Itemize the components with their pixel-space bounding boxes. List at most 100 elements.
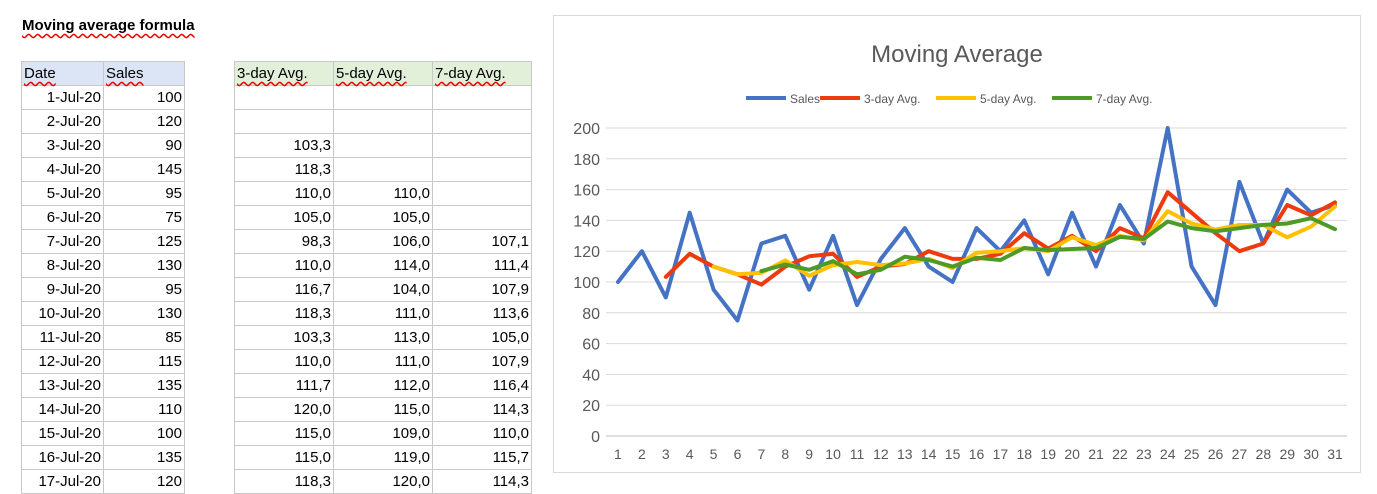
header-3-day-avg[interactable]: 3-day Avg. bbox=[234, 61, 334, 86]
header-5-day-avg[interactable]: 5-day Avg. bbox=[333, 61, 433, 86]
avg7-cell[interactable]: 116,4 bbox=[432, 373, 532, 398]
sales-cell[interactable]: 75 bbox=[103, 205, 185, 230]
avg3-cell[interactable]: 110,0 bbox=[234, 181, 334, 206]
header-7-day-avg[interactable]: 7-day Avg. bbox=[432, 61, 532, 86]
avg5-cell[interactable]: 120,0 bbox=[333, 469, 433, 494]
header-date[interactable]: Date bbox=[21, 61, 104, 86]
avg3-cell[interactable]: 118,3 bbox=[234, 469, 334, 494]
avg7-cell[interactable] bbox=[432, 157, 532, 182]
table-row: 118,3 120,0 114,3 bbox=[234, 469, 532, 494]
avg5-cell[interactable]: 110,0 bbox=[333, 181, 433, 206]
legend-label: 3-day Avg. bbox=[864, 92, 920, 106]
avg5-cell[interactable]: 112,0 bbox=[333, 373, 433, 398]
avg3-cell[interactable]: 115,0 bbox=[234, 421, 334, 446]
avg3-cell[interactable]: 103,3 bbox=[234, 133, 334, 158]
sales-cell[interactable]: 135 bbox=[103, 445, 185, 470]
x-tick-label: 9 bbox=[805, 446, 813, 462]
sales-cell[interactable]: 85 bbox=[103, 325, 185, 350]
date-cell[interactable]: 17-Jul-20 bbox=[21, 469, 104, 494]
sales-cell[interactable]: 115 bbox=[103, 349, 185, 374]
avg7-cell[interactable]: 111,4 bbox=[432, 253, 532, 278]
avg3-cell[interactable]: 110,0 bbox=[234, 349, 334, 374]
avg7-cell[interactable] bbox=[432, 109, 532, 134]
x-tick-label: 10 bbox=[825, 446, 841, 462]
date-cell[interactable]: 16-Jul-20 bbox=[21, 445, 104, 470]
avg3-cell[interactable] bbox=[234, 109, 334, 134]
date-cell[interactable]: 9-Jul-20 bbox=[21, 277, 104, 302]
avg7-cell[interactable]: 107,1 bbox=[432, 229, 532, 254]
date-cell[interactable]: 1-Jul-20 bbox=[21, 85, 104, 110]
avg7-cell[interactable]: 107,9 bbox=[432, 349, 532, 374]
avg7-cell[interactable]: 110,0 bbox=[432, 421, 532, 446]
date-cell[interactable]: 11-Jul-20 bbox=[21, 325, 104, 350]
avg7-cell[interactable]: 113,6 bbox=[432, 301, 532, 326]
avg5-cell[interactable]: 109,0 bbox=[333, 421, 433, 446]
avg3-cell[interactable]: 116,7 bbox=[234, 277, 334, 302]
avg3-cell[interactable]: 118,3 bbox=[234, 301, 334, 326]
avg3-cell[interactable]: 118,3 bbox=[234, 157, 334, 182]
sales-cell[interactable]: 110 bbox=[103, 397, 185, 422]
avg5-cell[interactable]: 119,0 bbox=[333, 445, 433, 470]
avg5-cell[interactable]: 104,0 bbox=[333, 277, 433, 302]
date-cell[interactable]: 15-Jul-20 bbox=[21, 421, 104, 446]
sales-cell[interactable]: 130 bbox=[103, 301, 185, 326]
avg5-cell[interactable] bbox=[333, 133, 433, 158]
sales-cell[interactable]: 90 bbox=[103, 133, 185, 158]
x-tick-label: 5 bbox=[710, 446, 718, 462]
avg3-cell[interactable]: 103,3 bbox=[234, 325, 334, 350]
avg3-cell[interactable]: 111,7 bbox=[234, 373, 334, 398]
sales-cell[interactable]: 100 bbox=[103, 421, 185, 446]
avg3-cell[interactable]: 115,0 bbox=[234, 445, 334, 470]
avg5-cell[interactable]: 113,0 bbox=[333, 325, 433, 350]
avg3-cell[interactable]: 120,0 bbox=[234, 397, 334, 422]
y-tick-label: 100 bbox=[573, 275, 600, 292]
avg5-cell[interactable]: 111,0 bbox=[333, 349, 433, 374]
avg7-cell[interactable] bbox=[432, 133, 532, 158]
sales-cell[interactable]: 135 bbox=[103, 373, 185, 398]
avg3-cell[interactable]: 105,0 bbox=[234, 205, 334, 230]
date-cell[interactable]: 4-Jul-20 bbox=[21, 157, 104, 182]
date-cell[interactable]: 12-Jul-20 bbox=[21, 349, 104, 374]
date-cell[interactable]: 7-Jul-20 bbox=[21, 229, 104, 254]
y-tick-label: 60 bbox=[582, 337, 600, 354]
moving-average-chart[interactable]: Moving Average 0 20 40 60 80 100 120 140 160 180 20… bbox=[553, 15, 1361, 473]
avg7-cell[interactable]: 115,7 bbox=[432, 445, 532, 470]
avg7-cell[interactable]: 114,3 bbox=[432, 469, 532, 494]
sales-cell[interactable]: 120 bbox=[103, 469, 185, 494]
table-row: 16-Jul-20 135 bbox=[21, 445, 185, 470]
date-cell[interactable]: 3-Jul-20 bbox=[21, 133, 104, 158]
header-sales[interactable]: Sales bbox=[103, 61, 185, 86]
sales-cell[interactable]: 95 bbox=[103, 277, 185, 302]
avg5-cell[interactable]: 106,0 bbox=[333, 229, 433, 254]
avg5-cell[interactable] bbox=[333, 85, 433, 110]
date-cell[interactable]: 5-Jul-20 bbox=[21, 181, 104, 206]
avg5-cell[interactable] bbox=[333, 109, 433, 134]
avg7-cell[interactable] bbox=[432, 181, 532, 206]
avg5-cell[interactable]: 105,0 bbox=[333, 205, 433, 230]
avg3-cell[interactable] bbox=[234, 85, 334, 110]
avg7-cell[interactable] bbox=[432, 205, 532, 230]
date-cell[interactable]: 13-Jul-20 bbox=[21, 373, 104, 398]
date-cell[interactable]: 10-Jul-20 bbox=[21, 301, 104, 326]
avg7-cell[interactable]: 105,0 bbox=[432, 325, 532, 350]
sales-cell[interactable]: 100 bbox=[103, 85, 185, 110]
avg5-cell[interactable] bbox=[333, 157, 433, 182]
avg7-cell[interactable] bbox=[432, 85, 532, 110]
date-cell[interactable]: 8-Jul-20 bbox=[21, 253, 104, 278]
sales-cell[interactable]: 145 bbox=[103, 157, 185, 182]
avg5-cell[interactable]: 115,0 bbox=[333, 397, 433, 422]
avg3-cell[interactable]: 110,0 bbox=[234, 253, 334, 278]
date-cell[interactable]: 2-Jul-20 bbox=[21, 109, 104, 134]
avg5-cell[interactable]: 114,0 bbox=[333, 253, 433, 278]
date-cell[interactable]: 14-Jul-20 bbox=[21, 397, 104, 422]
sales-cell[interactable]: 95 bbox=[103, 181, 185, 206]
avg7-cell[interactable]: 107,9 bbox=[432, 277, 532, 302]
sales-cell[interactable]: 125 bbox=[103, 229, 185, 254]
sales-cell[interactable]: 130 bbox=[103, 253, 185, 278]
date-cell[interactable]: 6-Jul-20 bbox=[21, 205, 104, 230]
x-tick-label: 20 bbox=[1064, 446, 1080, 462]
avg5-cell[interactable]: 111,0 bbox=[333, 301, 433, 326]
avg7-cell[interactable]: 114,3 bbox=[432, 397, 532, 422]
avg3-cell[interactable]: 98,3 bbox=[234, 229, 334, 254]
sales-cell[interactable]: 120 bbox=[103, 109, 185, 134]
